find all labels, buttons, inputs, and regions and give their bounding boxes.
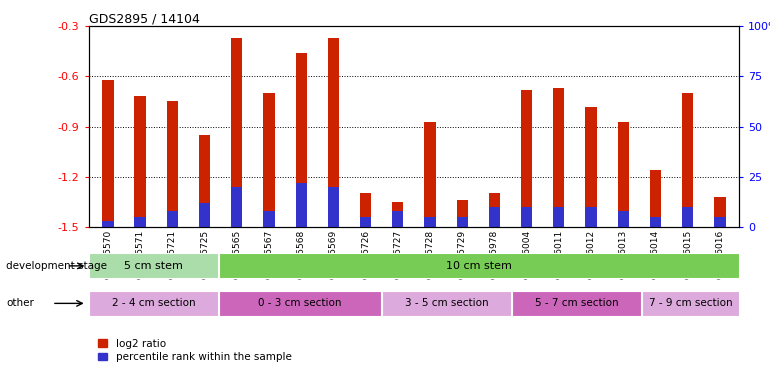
- Text: 10 cm stem: 10 cm stem: [446, 261, 512, 271]
- Bar: [263, 211, 275, 227]
- Bar: [89, 254, 218, 278]
- Bar: [199, 135, 210, 227]
- Text: 7 - 9 cm section: 7 - 9 cm section: [648, 298, 732, 308]
- Bar: [424, 122, 436, 227]
- Bar: [521, 207, 532, 227]
- Bar: [512, 291, 641, 316]
- Bar: [135, 217, 146, 227]
- Bar: [135, 96, 146, 227]
- Bar: [360, 217, 371, 227]
- Bar: [585, 106, 597, 227]
- Bar: [642, 291, 738, 316]
- Bar: [618, 211, 629, 227]
- Bar: [296, 53, 306, 227]
- Bar: [219, 254, 738, 278]
- Bar: [650, 170, 661, 227]
- Bar: [231, 38, 243, 227]
- Bar: [166, 211, 178, 227]
- Bar: [682, 93, 693, 227]
- Text: 3 - 5 cm section: 3 - 5 cm section: [404, 298, 488, 308]
- Bar: [360, 194, 371, 227]
- Bar: [89, 291, 218, 316]
- Text: other: other: [6, 298, 34, 308]
- Bar: [715, 217, 725, 227]
- Bar: [585, 207, 597, 227]
- Bar: [489, 194, 500, 227]
- Bar: [231, 187, 243, 227]
- Bar: [296, 183, 306, 227]
- Bar: [553, 88, 564, 227]
- Bar: [263, 93, 275, 227]
- Bar: [457, 200, 468, 227]
- Text: 5 cm stem: 5 cm stem: [124, 261, 183, 271]
- Bar: [166, 102, 178, 227]
- Text: 5 - 7 cm section: 5 - 7 cm section: [534, 298, 618, 308]
- Text: 0 - 3 cm section: 0 - 3 cm section: [258, 298, 342, 308]
- Bar: [328, 187, 339, 227]
- Text: 2 - 4 cm section: 2 - 4 cm section: [112, 298, 196, 308]
- Bar: [715, 197, 725, 227]
- Bar: [489, 207, 500, 227]
- Bar: [219, 291, 380, 316]
- Text: development stage: development stage: [6, 261, 107, 271]
- Bar: [521, 90, 532, 227]
- Bar: [199, 203, 210, 227]
- Bar: [102, 80, 113, 227]
- Text: GDS2895 / 14104: GDS2895 / 14104: [89, 12, 199, 25]
- Bar: [618, 122, 629, 227]
- Bar: [650, 217, 661, 227]
- Bar: [457, 217, 468, 227]
- Bar: [392, 202, 403, 227]
- Bar: [328, 38, 339, 227]
- Bar: [424, 217, 436, 227]
- Bar: [682, 207, 693, 227]
- Legend: log2 ratio, percentile rank within the sample: log2 ratio, percentile rank within the s…: [94, 334, 296, 366]
- Bar: [392, 211, 403, 227]
- Bar: [382, 291, 511, 316]
- Bar: [553, 207, 564, 227]
- Bar: [102, 221, 113, 227]
